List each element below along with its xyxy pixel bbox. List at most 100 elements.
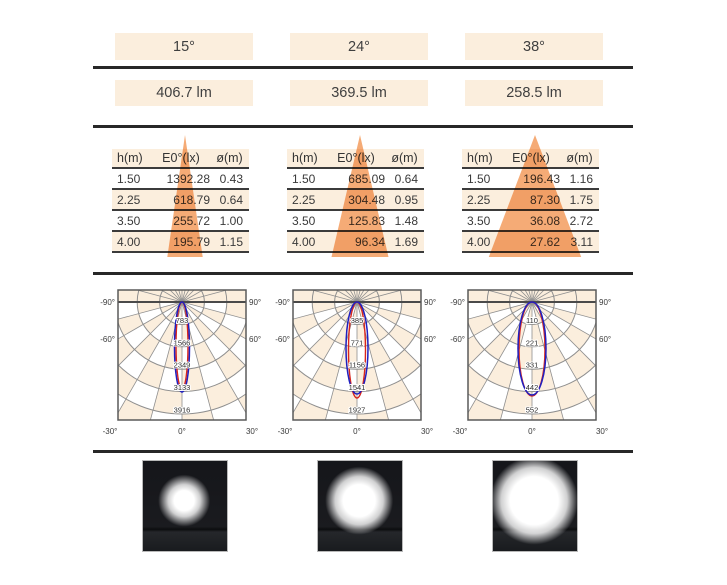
illuminance-table: h(m) E0°(lx) ø(m) 1.50 685.09 0.64 2.25 304.48 0… <box>287 135 424 257</box>
grid-cell <box>137 302 161 314</box>
angle-axis-label: 0° <box>353 427 361 436</box>
angle-axis-label: -90° <box>450 298 465 307</box>
grid-cell <box>532 410 564 420</box>
cell-height: 3.50 <box>292 213 316 228</box>
grid-cell <box>420 364 421 366</box>
grid-cell <box>118 365 138 399</box>
grid-cell <box>137 360 165 389</box>
candela-ring-label: 110 <box>526 316 538 325</box>
angle-axis-label: -30° <box>103 427 118 436</box>
grid-cell <box>555 379 588 411</box>
grid-cell <box>94 358 103 438</box>
cell-height: 1.50 <box>467 171 491 186</box>
header-illuminance: E0°(lx) <box>512 151 550 165</box>
grid-ring <box>118 393 246 415</box>
grid-cell <box>468 365 488 399</box>
polar-grid <box>94 290 246 438</box>
cell-height: 2.25 <box>117 192 141 207</box>
polar-box-border <box>117 289 247 421</box>
grid-spoke <box>310 290 358 303</box>
beam-angle-label: 15° <box>173 38 195 55</box>
grid-cell <box>312 302 336 314</box>
grid-cell <box>245 364 246 366</box>
grid-cell <box>182 302 202 318</box>
table-row: 3.50 36.08 2.72 <box>462 211 599 232</box>
grid-spoke <box>485 290 533 303</box>
cell-illuminance: 685.09 <box>348 171 385 186</box>
cell-diameter: 0.64 <box>219 192 243 207</box>
lumen-output-box: 258.5 lm <box>465 80 603 106</box>
lumen-output-label: 369.5 lm <box>331 85 387 101</box>
beam-angle-box: 38° <box>465 33 603 60</box>
grid-cell <box>328 388 357 414</box>
grid-cell <box>205 379 238 411</box>
grid-spoke <box>293 301 358 367</box>
table-row: 2.25 87.30 1.75 <box>462 190 599 211</box>
grid-cell <box>484 333 510 361</box>
table-rows: 1.50 685.09 0.64 2.25 304.48 0.95 3.50 125.83 1.… <box>287 169 424 253</box>
grid-spoke <box>468 301 533 340</box>
grid-spoke <box>356 301 421 320</box>
cell-illuminance: 87.30 <box>529 192 560 207</box>
grid-cell <box>543 317 564 341</box>
lumen-output-label: 406.7 lm <box>156 85 212 101</box>
grid-cell <box>269 358 278 438</box>
cell-height: 3.50 <box>117 213 141 228</box>
cell-height: 4.00 <box>467 234 491 249</box>
cell-height: 2.25 <box>292 192 316 207</box>
grid-cell <box>532 323 544 347</box>
lumen-output-label: 258.5 lm <box>506 85 562 101</box>
cell-height: 4.00 <box>292 234 316 249</box>
angle-axis-label: 60° <box>599 335 611 344</box>
lumen-output-box: 406.7 lm <box>115 80 253 106</box>
angle-axis-label: 0° <box>178 427 186 436</box>
table-row: 4.00 27.62 3.11 <box>462 232 599 253</box>
table-content: h(m) E0°(lx) ø(m) 1.50 1392.28 0.43 2.25 618.79… <box>112 135 249 257</box>
section-divider <box>93 125 633 128</box>
grid-spoke <box>468 301 533 367</box>
table-header-row: h(m) E0°(lx) ø(m) <box>287 149 424 169</box>
beam-angle-box: 24° <box>290 33 428 60</box>
candela-ring-label: 1566 <box>174 338 191 347</box>
candela-ring-label: 2349 <box>174 361 191 370</box>
angle-axis-label: 30° <box>246 427 258 436</box>
candela-ring-label: 783 <box>176 316 189 325</box>
grid-cell <box>543 340 566 367</box>
cell-illuminance: 304.48 <box>348 192 385 207</box>
cell-height: 2.25 <box>467 192 491 207</box>
cell-diameter: 2.72 <box>569 213 593 228</box>
grid-spoke <box>531 301 596 414</box>
candela-ring-label: 1156 <box>349 361 365 370</box>
section-divider <box>93 66 633 69</box>
intensity-curve-c90 <box>345 301 369 395</box>
angle-axis-label: 90° <box>249 298 261 307</box>
grid-ring <box>468 363 596 393</box>
candela-ring-label: 221 <box>526 338 539 347</box>
polar-intensity-diagram: 385 771 1156 1541 1927 -90° 90° -60° 60° -30° 0° 30… <box>269 289 436 438</box>
grid-spoke <box>149 301 183 420</box>
grid-cell <box>376 307 401 325</box>
grid-spoke <box>531 301 565 420</box>
polar-intensity-diagram: 110 221 331 442 552 -90° 90° -60° 60° -30° 0° 30° <box>450 289 611 436</box>
table-row: 4.00 96.34 1.69 <box>287 232 424 253</box>
cell-diameter: 3.11 <box>570 234 593 249</box>
angle-axis-label: -30° <box>278 427 293 436</box>
candela-ring-label: 552 <box>526 406 539 415</box>
beam-angle-label: 24° <box>348 38 370 55</box>
grid-cell <box>193 317 214 341</box>
grid-spoke <box>181 301 246 340</box>
grid-spoke <box>293 301 358 320</box>
angle-axis-label: -60° <box>450 335 465 344</box>
grid-spoke <box>356 301 421 340</box>
table-row: 2.25 618.79 0.64 <box>112 190 249 211</box>
angle-axis-label: 0° <box>528 427 536 436</box>
candela-ring-label: 442 <box>526 383 539 392</box>
cell-illuminance: 196.43 <box>523 171 560 186</box>
grid-cell <box>368 340 391 367</box>
grid-cell <box>309 333 335 361</box>
grid-cell <box>215 349 246 380</box>
angle-axis-label: 30° <box>421 427 433 436</box>
grid-spoke <box>118 301 183 320</box>
grid-cell <box>118 313 144 336</box>
grid-cell <box>588 393 596 413</box>
